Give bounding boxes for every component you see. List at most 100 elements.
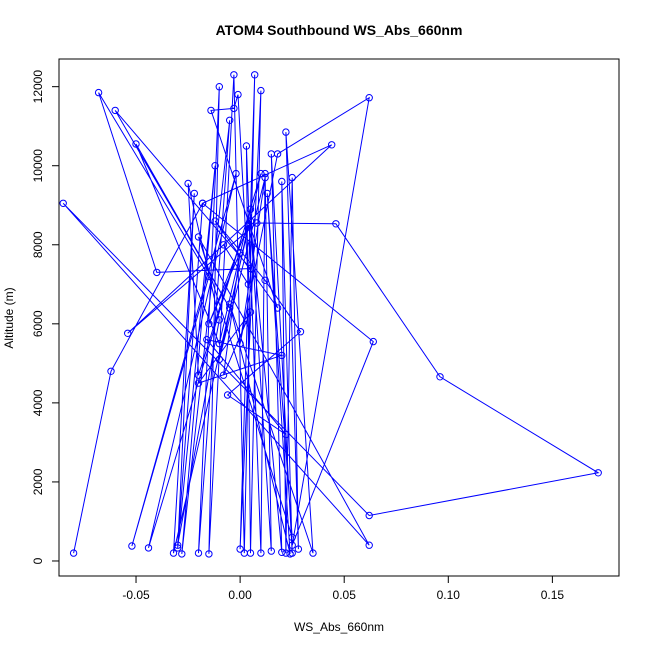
series-line — [62, 74, 600, 555]
data-point — [226, 304, 234, 312]
data-point — [251, 71, 259, 79]
y-tick-label: 10000 — [31, 149, 45, 183]
data-point — [253, 219, 261, 227]
data-point — [286, 550, 294, 558]
chart-title: ATOM4 Southbound WS_Abs_660nm — [216, 22, 463, 38]
plot-area — [59, 71, 602, 558]
x-tick-label: 0.10 — [437, 588, 461, 602]
data-point — [194, 549, 203, 557]
data-point — [288, 173, 296, 182]
data-point — [207, 106, 215, 115]
data-point — [190, 189, 199, 198]
data-point — [174, 544, 182, 552]
y-axis: 0 2000 4000 6000 8000 10000 12000 — [31, 70, 60, 564]
data-point — [230, 104, 238, 113]
data-point — [215, 83, 224, 91]
data-point — [215, 355, 224, 364]
data-point — [242, 142, 251, 150]
x-axis-label: WS_Abs_660nm — [294, 620, 384, 634]
data-point — [246, 264, 255, 273]
data-point — [198, 199, 207, 208]
data-point — [244, 221, 253, 229]
data-point — [273, 304, 282, 312]
data-point — [257, 549, 265, 557]
data-point — [194, 371, 203, 379]
data-point — [236, 545, 244, 553]
data-point — [226, 116, 234, 125]
data-point — [153, 268, 161, 277]
data-point — [232, 169, 240, 178]
y-axis-label: Altitude (m) — [2, 287, 16, 348]
data-point — [128, 542, 136, 550]
data-point — [278, 548, 286, 556]
data-point — [203, 335, 211, 344]
data-point — [594, 469, 602, 477]
data-point — [234, 90, 242, 99]
data-point — [236, 339, 244, 348]
y-tick-label: 6000 — [31, 310, 45, 337]
y-tick-label: 0 — [31, 557, 45, 564]
data-point — [215, 339, 224, 348]
data-point — [282, 549, 290, 557]
data-point — [365, 541, 373, 549]
data-point — [296, 328, 305, 336]
data-point — [365, 94, 373, 102]
data-point — [194, 379, 203, 387]
data-point — [267, 547, 275, 555]
data-point — [211, 217, 219, 225]
data-point — [211, 162, 219, 170]
data-point — [107, 367, 115, 375]
data-point — [332, 220, 340, 228]
data-point — [169, 549, 178, 557]
data-point — [369, 337, 377, 346]
data-point — [219, 371, 228, 379]
data-point — [288, 541, 296, 549]
data-point — [124, 329, 132, 337]
data-point — [246, 549, 255, 557]
data-point — [59, 199, 67, 208]
x-tick-label: 0.05 — [333, 588, 357, 602]
data-point — [273, 150, 282, 158]
data-point — [246, 205, 255, 213]
data-point — [278, 177, 286, 186]
data-point — [215, 316, 224, 324]
data-point — [111, 106, 119, 115]
data-point — [257, 169, 265, 178]
data-point — [282, 430, 290, 439]
data-point — [144, 544, 153, 552]
data-point — [288, 533, 296, 541]
x-axis: -0.05 0.00 0.05 0.10 0.15 — [122, 575, 564, 602]
y-tick-label: 4000 — [31, 389, 45, 416]
data-point — [94, 88, 103, 97]
data-point — [69, 549, 78, 557]
data-point — [132, 140, 140, 148]
x-tick-label: 0.00 — [228, 588, 252, 602]
data-point — [226, 300, 234, 308]
y-tick-label: 12000 — [31, 70, 45, 104]
data-point — [223, 391, 232, 399]
data-point — [261, 276, 269, 284]
data-point — [263, 189, 271, 198]
data-point — [365, 511, 373, 520]
data-point — [205, 272, 213, 281]
data-point — [205, 320, 213, 328]
data-point — [184, 179, 192, 188]
data-point — [282, 128, 290, 136]
data-point — [230, 71, 238, 79]
data-point — [244, 280, 253, 288]
data-point — [205, 550, 213, 558]
data-point — [194, 233, 203, 241]
data-point — [174, 541, 182, 549]
data-point — [257, 86, 265, 95]
data-point — [261, 173, 269, 182]
data-point — [436, 373, 444, 381]
data-point — [236, 249, 244, 257]
data-point — [246, 308, 255, 316]
data-point — [219, 241, 228, 249]
data-point — [261, 169, 269, 178]
y-tick-label: 2000 — [31, 468, 45, 495]
data-point — [278, 351, 286, 360]
data-point — [178, 550, 186, 558]
